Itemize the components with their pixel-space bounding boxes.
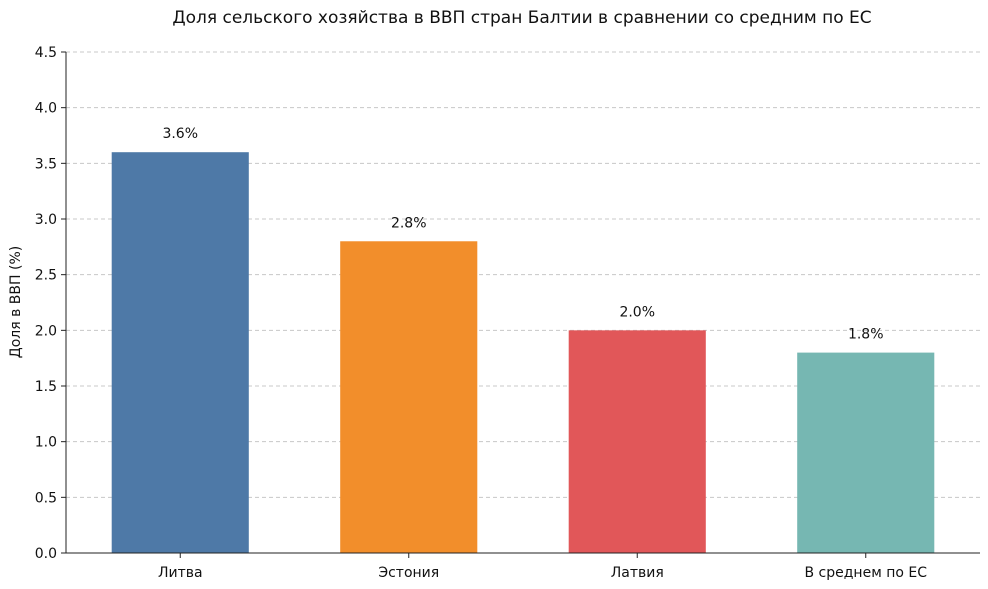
x-tick-label: Эстония [378,565,439,581]
y-tick-label: 1.0 [35,435,57,451]
y-tick-label: 1.5 [35,379,57,395]
bar [568,330,706,553]
gridlines [66,51,980,498]
bar [340,241,478,553]
x-ticks: Литва Эстония Латвия В среднем по ЕС [158,553,927,581]
bar [797,352,935,553]
chart-title: Доля сельского хозяйства в ВВП стран Бал… [172,8,871,28]
data-label: 2.0% [619,304,655,320]
y-ticks: 0.0 0.5 1.0 1.5 2.0 2.5 3.0 3.5 4.0 4.5 [35,45,66,562]
y-tick-label: 0.5 [35,490,57,506]
data-label: 3.6% [162,126,198,142]
data-label: 1.8% [848,327,884,343]
y-tick-label: 4.0 [35,101,57,117]
data-label: 2.8% [391,215,427,231]
data-labels: 3.6% 2.8% 2.0% 1.8% [162,126,883,342]
y-axis-label: Доля в ВВП (%) [8,246,24,358]
y-tick-label: 4.5 [35,45,57,61]
y-tick-label: 3.5 [35,156,57,172]
y-tick-label: 3.0 [35,212,57,228]
bar [111,152,249,553]
y-tick-label: 2.0 [35,323,57,339]
bars [111,152,935,553]
x-tick-label: В среднем по ЕС [805,565,928,581]
x-tick-label: Латвия [611,565,664,581]
y-tick-label: 2.5 [35,268,57,284]
y-tick-label: 0.0 [35,546,57,562]
x-tick-label: Литва [158,565,203,581]
